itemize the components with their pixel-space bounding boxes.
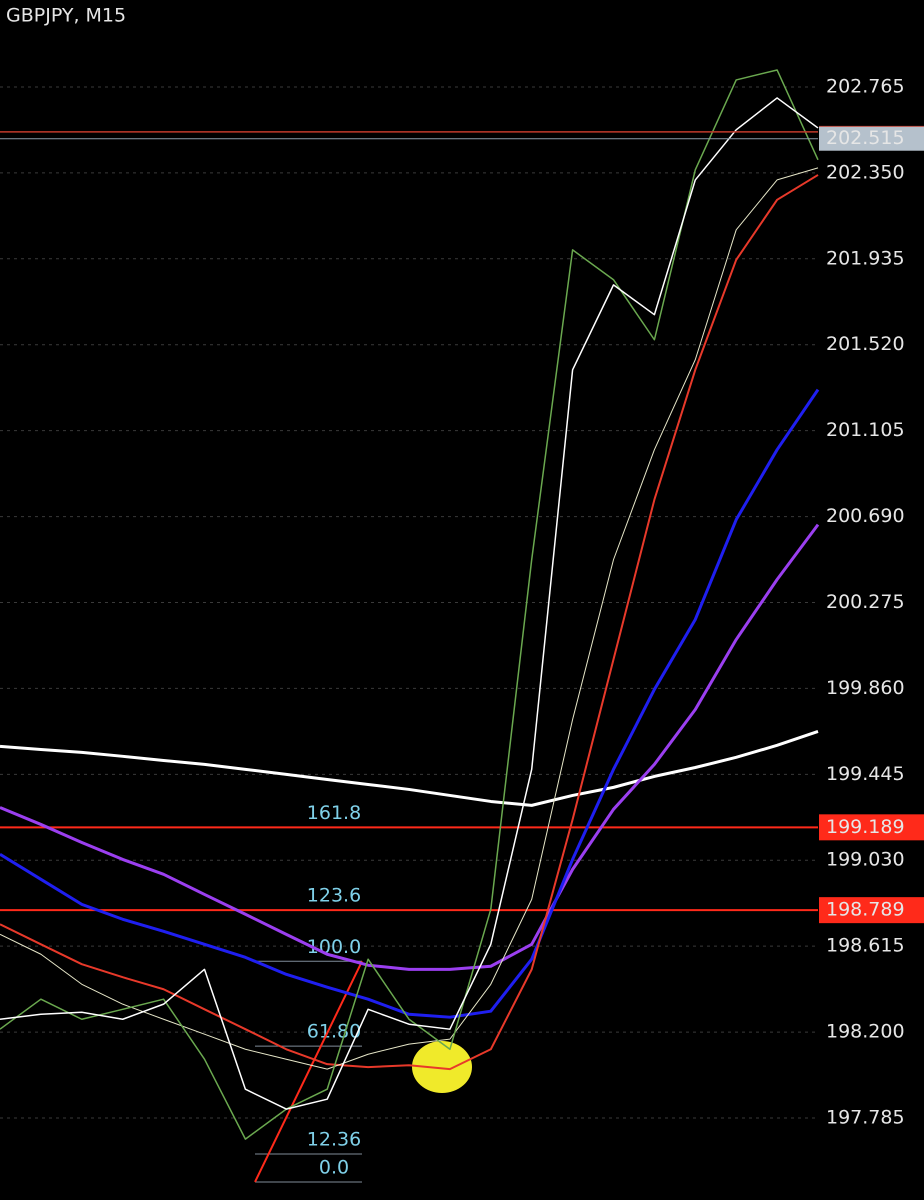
y-tick-label: 199.445 bbox=[826, 763, 905, 785]
series-line bbox=[0, 523, 820, 971]
y-tick-label: 199.030 bbox=[826, 849, 905, 871]
y-tick-label: 201.105 bbox=[826, 419, 905, 441]
series-line bbox=[0, 167, 819, 1070]
series-line bbox=[0, 69, 819, 1140]
bid-tag-label: 202.515 bbox=[826, 127, 905, 149]
price-tag bbox=[819, 897, 924, 924]
price-tag-label: 198.789 bbox=[826, 899, 905, 921]
fib-label: 161.8 bbox=[307, 802, 361, 824]
fib-label: 123.6 bbox=[307, 885, 361, 907]
series-line bbox=[0, 388, 820, 1019]
series-line bbox=[0, 97, 819, 1110]
chart-title: GBPJPY, M15 bbox=[6, 5, 126, 27]
y-tick-label: 198.200 bbox=[826, 1021, 905, 1043]
price-tag-label: 199.189 bbox=[826, 816, 905, 838]
y-tick-label: 198.615 bbox=[826, 935, 905, 957]
fib-label: 0.0 bbox=[319, 1156, 349, 1178]
y-tick-label: 202.765 bbox=[826, 75, 905, 97]
y-tick-label: 200.275 bbox=[826, 591, 905, 613]
y-tick-label: 202.350 bbox=[826, 161, 905, 183]
y-tick-label: 200.690 bbox=[826, 505, 905, 527]
y-tick-label: 201.520 bbox=[826, 333, 905, 355]
fib-trendline bbox=[254, 960, 363, 1183]
highlight-circle bbox=[412, 1041, 472, 1093]
y-tick-label: 199.860 bbox=[826, 677, 905, 699]
y-tick-label: 197.785 bbox=[826, 1107, 905, 1129]
fib-label: 61.80 bbox=[307, 1021, 361, 1043]
fib-label: 12.36 bbox=[307, 1129, 361, 1151]
series-line bbox=[0, 730, 819, 807]
bid-tag bbox=[819, 126, 924, 151]
series-line bbox=[0, 174, 819, 1071]
y-tick-label: 201.935 bbox=[826, 247, 905, 269]
price-tag bbox=[819, 814, 924, 841]
